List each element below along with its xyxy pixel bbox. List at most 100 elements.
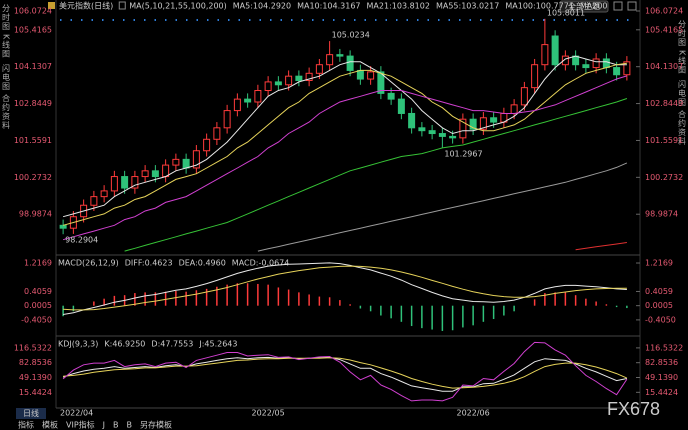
candle-body — [264, 81, 272, 92]
legend-entry: DIFF:0.4623 — [125, 259, 173, 268]
ma-line — [62, 55, 627, 218]
toolbar-item[interactable]: 模板 — [42, 420, 58, 430]
candle-body — [520, 87, 528, 106]
extreme-label: 105.8011 — [547, 8, 585, 17]
toolbar-item[interactable]: J — [102, 421, 105, 430]
candle-body — [244, 98, 252, 103]
side-tab[interactable]: 分时图 — [678, 20, 687, 47]
candle-body — [623, 61, 631, 76]
ma-line — [62, 62, 627, 226]
candle-body — [172, 158, 180, 166]
icon[interactable] — [627, 1, 637, 11]
y-tick-label: 102.8449 — [14, 99, 52, 108]
candle-body — [367, 71, 375, 80]
y-tick-label: 98.9874 — [19, 210, 52, 219]
side-tabs-left: 分时图 K线图 闪电图 合约资料 — [2, 4, 11, 130]
legend-entry: MA100:100.7771 — [505, 2, 574, 11]
legend-entry: MACD:-0.0674 — [232, 259, 290, 268]
theme-button-label[interactable]: 全部主题 — [568, 1, 600, 11]
legend-entry: MA5:104.2920 — [233, 2, 291, 11]
timeframe[interactable]: 日线 — [23, 408, 39, 418]
side-tab[interactable]: K线图 — [678, 50, 687, 74]
legend-entry: MA21:103.8102 — [367, 2, 430, 11]
candle-body — [59, 224, 67, 229]
side-tab[interactable]: K线图 — [2, 34, 11, 58]
y-tick-label: 1.2169 — [24, 259, 52, 268]
candle-body — [602, 58, 610, 69]
toolbar-item[interactable]: B — [113, 421, 119, 430]
candle-body — [572, 55, 580, 66]
y-tick-label: 104.1307 — [14, 62, 52, 71]
toolbar-item[interactable]: VIP指标 — [66, 420, 95, 430]
y-tick-label: 100.2732 — [645, 173, 683, 182]
y-tick-label: 49.1390 — [19, 373, 52, 382]
indicator-label: KDJ(9,3,3) — [58, 340, 98, 349]
indicator-line — [63, 357, 628, 389]
icon — [48, 2, 55, 9]
candle-body — [121, 176, 129, 189]
candle-body — [479, 117, 487, 130]
toolbar-item[interactable]: 指标 — [18, 420, 34, 430]
y-tick-label: 116.5322 — [645, 343, 683, 352]
candle-body — [192, 150, 200, 169]
side-tab[interactable]: 合约资料 — [678, 109, 687, 146]
candle-body — [90, 196, 98, 206]
candle-body — [397, 98, 405, 114]
icon — [118, 1, 126, 10]
candle-body — [541, 44, 549, 66]
candle-body — [131, 176, 139, 189]
icon[interactable] — [613, 1, 623, 11]
toolbar-item[interactable]: 另存模板 — [140, 420, 172, 430]
candle-body — [613, 67, 621, 76]
candle-body — [459, 118, 467, 139]
legend-entry: J:45.2643 — [198, 340, 237, 349]
candle-body — [315, 64, 323, 74]
side-tab[interactable]: 分时图 — [2, 4, 11, 31]
candle-body — [151, 170, 159, 178]
ma-line — [575, 242, 627, 251]
ma-line — [257, 162, 628, 252]
candle-body — [531, 64, 539, 89]
y-tick-label: 116.5322 — [14, 343, 52, 352]
y-tick-label: 15.4424 — [645, 388, 678, 397]
candle-body — [387, 92, 395, 100]
candle-body — [449, 135, 457, 139]
y-tick-label: 105.4165 — [14, 25, 52, 34]
y-tick-label: 49.1390 — [645, 373, 678, 382]
side-tabs-right: 分时图 K线图 闪电图 合约资料 — [678, 20, 687, 146]
candle-body — [346, 55, 354, 71]
side-tab[interactable]: 闪电图 — [2, 64, 11, 91]
side-tab[interactable]: 闪电图 — [678, 80, 687, 107]
candle-body — [469, 118, 477, 130]
candle-body — [182, 158, 190, 169]
candle-body — [141, 170, 149, 178]
theme-button[interactable] — [559, 0, 609, 13]
y-tick-label: 0.4059 — [24, 287, 52, 296]
chart-title: 美元指数(日线) — [59, 1, 113, 11]
candle-body — [418, 127, 426, 132]
legend-entry: MA200 — [580, 2, 608, 11]
indicator-line — [63, 262, 627, 315]
ma-line — [124, 98, 628, 252]
extreme-label: 101.2967 — [444, 149, 482, 158]
candle-body — [356, 69, 364, 80]
y-tick-label: 0.4059 — [645, 287, 673, 296]
y-tick-label: 82.8536 — [19, 358, 52, 367]
watermark: FX678 — [607, 399, 660, 419]
candle-body — [223, 110, 231, 129]
legend-entry: MA55:103.0217 — [436, 2, 499, 11]
candle-body — [582, 64, 590, 69]
y-tick-label: -0.4050 — [21, 315, 52, 324]
x-tick-label: 2022/06 — [457, 409, 490, 418]
y-tick-label: 1.2169 — [645, 259, 673, 268]
y-tick-label: 104.1307 — [645, 62, 683, 71]
y-tick-label: 0.0005 — [24, 301, 52, 310]
candle-body — [490, 117, 498, 123]
side-tab[interactable]: 合约资料 — [2, 93, 11, 130]
timeframe-button[interactable] — [16, 408, 46, 419]
legend-entry: DEA:0.4960 — [179, 259, 226, 268]
candle-body — [408, 112, 416, 129]
candle-body — [377, 71, 385, 94]
legend-entry: MA10:104.3167 — [297, 2, 360, 11]
toolbar-item[interactable]: B — [127, 421, 133, 430]
